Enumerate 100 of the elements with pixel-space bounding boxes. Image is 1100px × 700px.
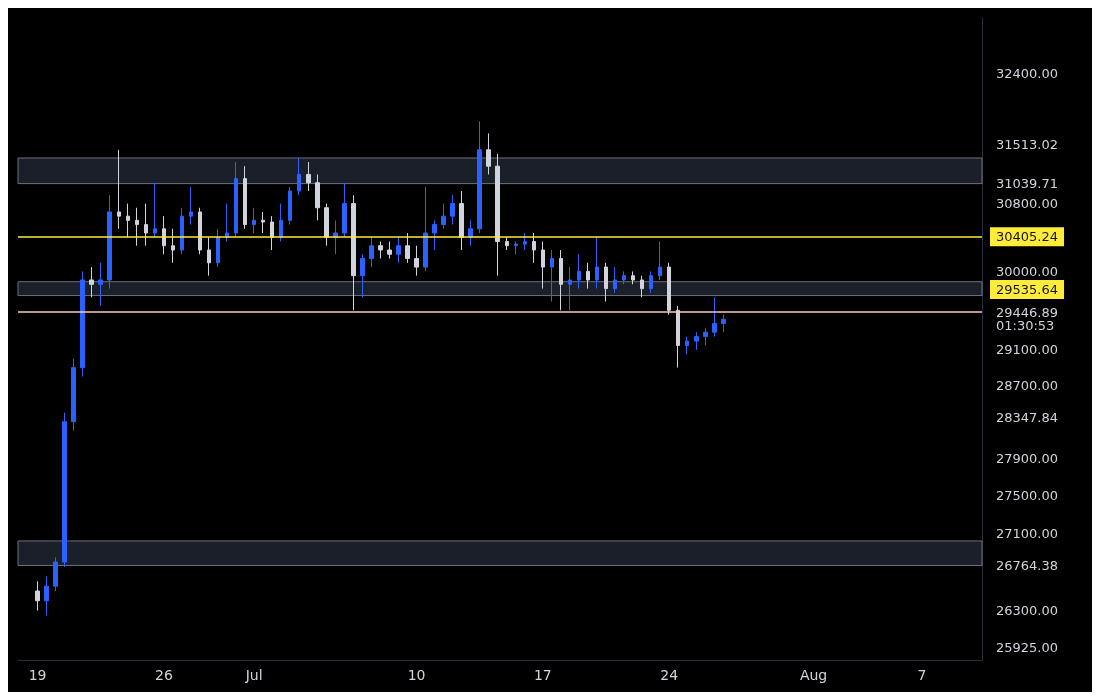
candlestick (369, 236, 374, 268)
candlestick (613, 266, 617, 294)
candlestick (703, 327, 708, 346)
candlestick (387, 240, 392, 260)
candlestick (324, 203, 329, 247)
candlestick (622, 270, 626, 285)
candlestick (631, 270, 635, 285)
candlestick (414, 245, 419, 277)
x-tick-label: Jul (244, 667, 263, 683)
candlestick (459, 190, 464, 251)
x-tick-label: 10 (407, 667, 426, 683)
ref-line-label: 30405.24 (996, 229, 1059, 245)
y-tick-label: 29446.89 01:30:53 (996, 305, 1059, 334)
candlestick (261, 211, 265, 234)
candlestick (450, 194, 455, 226)
candlestick (586, 262, 590, 290)
candlestick (432, 219, 437, 251)
candlestick (423, 186, 428, 272)
y-tick-label: 25925.00 (996, 640, 1059, 656)
y-tick-label: 27100.00 (996, 525, 1059, 541)
candlestick (360, 253, 365, 298)
candlestick (550, 249, 554, 303)
candlestick (62, 412, 67, 568)
candlestick (468, 219, 473, 247)
candlestick (441, 203, 446, 230)
candlestick (135, 207, 139, 247)
candlestick (505, 236, 509, 251)
candlestick (207, 236, 211, 277)
x-tick-label: Aug (799, 667, 828, 683)
ref-line-label: 29535.64 (996, 282, 1059, 298)
y-tick-label: 32400.00 (996, 65, 1059, 81)
y-tick-label: 31039.71 (996, 176, 1059, 192)
x-tick-label: 17 (533, 667, 552, 683)
candlestick (225, 203, 229, 242)
candlestick (405, 232, 410, 264)
candlestick (189, 186, 193, 226)
y-tick-label: 26300.00 (996, 603, 1059, 619)
candlestick (144, 203, 148, 247)
candlestick (712, 296, 717, 338)
candlestick (721, 314, 726, 333)
candlestick (35, 580, 40, 612)
candlestick (198, 207, 202, 255)
y-tick-label: 27900.00 (996, 450, 1059, 466)
candlestick (243, 165, 247, 230)
candlestick (44, 575, 49, 616)
candlestick (568, 266, 572, 311)
candlestick (486, 132, 491, 175)
candlestick (477, 120, 482, 234)
candlestick (279, 203, 283, 242)
candlestick (378, 240, 383, 260)
candlestick (351, 194, 356, 311)
candlestick (252, 207, 256, 234)
candlestick (98, 262, 103, 307)
candlestick (216, 228, 220, 268)
candlestick (396, 236, 401, 264)
candlestick (117, 149, 121, 230)
candlestick (171, 228, 175, 264)
candlestick (153, 182, 157, 238)
candlestick (694, 331, 699, 351)
candlestick (306, 161, 311, 192)
candlestick (640, 275, 644, 298)
candlestick (658, 240, 662, 281)
candlestick (649, 270, 653, 294)
y-tick-label: 31513.02 (996, 137, 1059, 153)
y-tick-label: 26764.38 (996, 557, 1059, 573)
candlestick (270, 215, 274, 251)
candlestick (288, 186, 292, 226)
y-tick-label: 28347.84 (996, 409, 1059, 425)
x-tick-label: 7 (917, 667, 927, 683)
candlestick (53, 556, 58, 592)
candlestick (315, 173, 320, 221)
y-tick-label: 30800.00 (996, 196, 1059, 212)
x-tick-label: 19 (28, 667, 47, 683)
candlestick (495, 153, 500, 277)
candlestick (685, 336, 689, 355)
candlestick (577, 253, 581, 290)
candlestick (676, 305, 680, 369)
candlestick (541, 240, 545, 290)
y-tick-label: 30000.00 (996, 263, 1059, 279)
x-tick-label: 24 (660, 667, 679, 683)
candlestick (297, 157, 301, 196)
candlestick (333, 219, 338, 255)
candlestick (126, 203, 130, 238)
candlestick (80, 270, 85, 378)
candlestick (604, 262, 608, 303)
y-tick-label: 28700.00 (996, 378, 1059, 394)
candlestick (162, 215, 166, 255)
candlestick (532, 232, 536, 264)
x-tick-label: 26 (154, 667, 173, 683)
candlestick (71, 358, 76, 432)
candlestick (107, 194, 112, 290)
candlestick (234, 161, 238, 238)
candlestick (89, 266, 94, 298)
candlestick (180, 207, 184, 255)
candlestick (342, 182, 347, 238)
candlestick (523, 232, 527, 251)
y-tick-label: 29100.00 (996, 342, 1059, 358)
y-tick-label: 27500.00 (996, 488, 1059, 504)
candlestick (559, 249, 563, 311)
candlestick (667, 262, 671, 316)
